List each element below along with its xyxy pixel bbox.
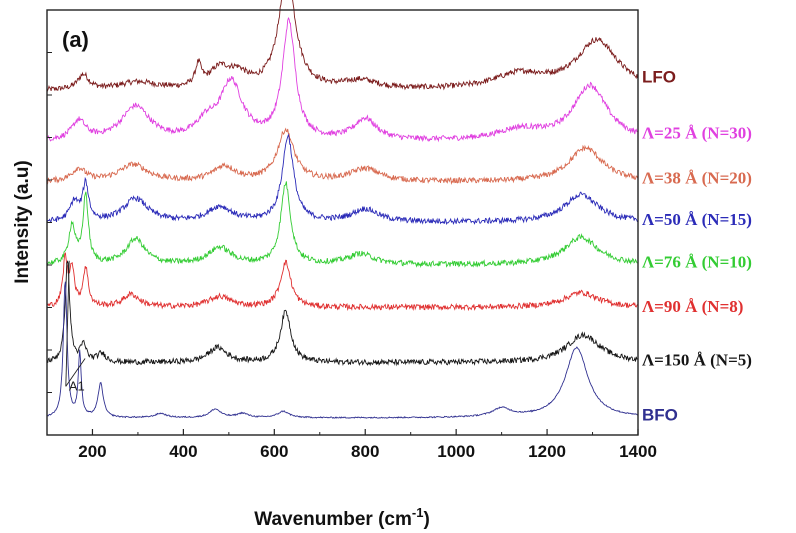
x-axis-title: Wavenumber (cm-1) [254,505,430,530]
series-label-7: BFO [642,406,678,425]
a1-annotation: A1 [65,260,86,393]
series-line-5 [46,252,638,312]
series-label-0: LFO [642,67,676,86]
series-label-2: Λ=38 Å (N=20) [642,169,752,188]
series-line-2 [46,127,638,186]
x-axis-ticks: 200 400 600 800 1000 1200 1400 [46,429,657,461]
annotation-arrow-1 [65,358,86,387]
traces-group [46,0,638,419]
x-tick-label-5: 1200 [528,442,566,461]
series-line-6 [46,260,638,367]
series-label-5: Λ=90 Å (N=8) [642,297,743,316]
series-line-0 [46,0,638,92]
x-tick-label-3: 800 [351,442,379,461]
x-tick-label-2: 600 [260,442,288,461]
x-tick-label-1: 400 [169,442,197,461]
y-axis-ticks [47,52,52,393]
series-label-6: Λ=150 Å (N=5) [642,350,752,369]
series-line-4 [46,181,638,269]
x-tick-label-4: 1000 [437,442,475,461]
x-tick-label-0: 200 [78,442,106,461]
series-line-3 [46,133,638,226]
annotation-text: A1 [69,378,85,393]
series-label-4: Λ=76 Å (N=10) [642,253,752,272]
series-line-7 [46,281,638,419]
panel-label: (a) [62,27,89,52]
series-label-3: Λ=50 Å (N=15) [642,210,752,229]
series-label-1: Λ=25 Å (N=30) [642,123,752,142]
y-axis-title: Intensity (a.u) [12,160,33,284]
annotation-arrow-0 [65,260,70,387]
plot-frame [46,9,639,436]
x-tick-label-6: 1400 [619,442,657,461]
series-labels: LFO Λ=25 Å (N=30) Λ=38 Å (N=20) Λ=50 Å (N=1… [642,67,752,424]
series-line-1 [46,17,638,143]
